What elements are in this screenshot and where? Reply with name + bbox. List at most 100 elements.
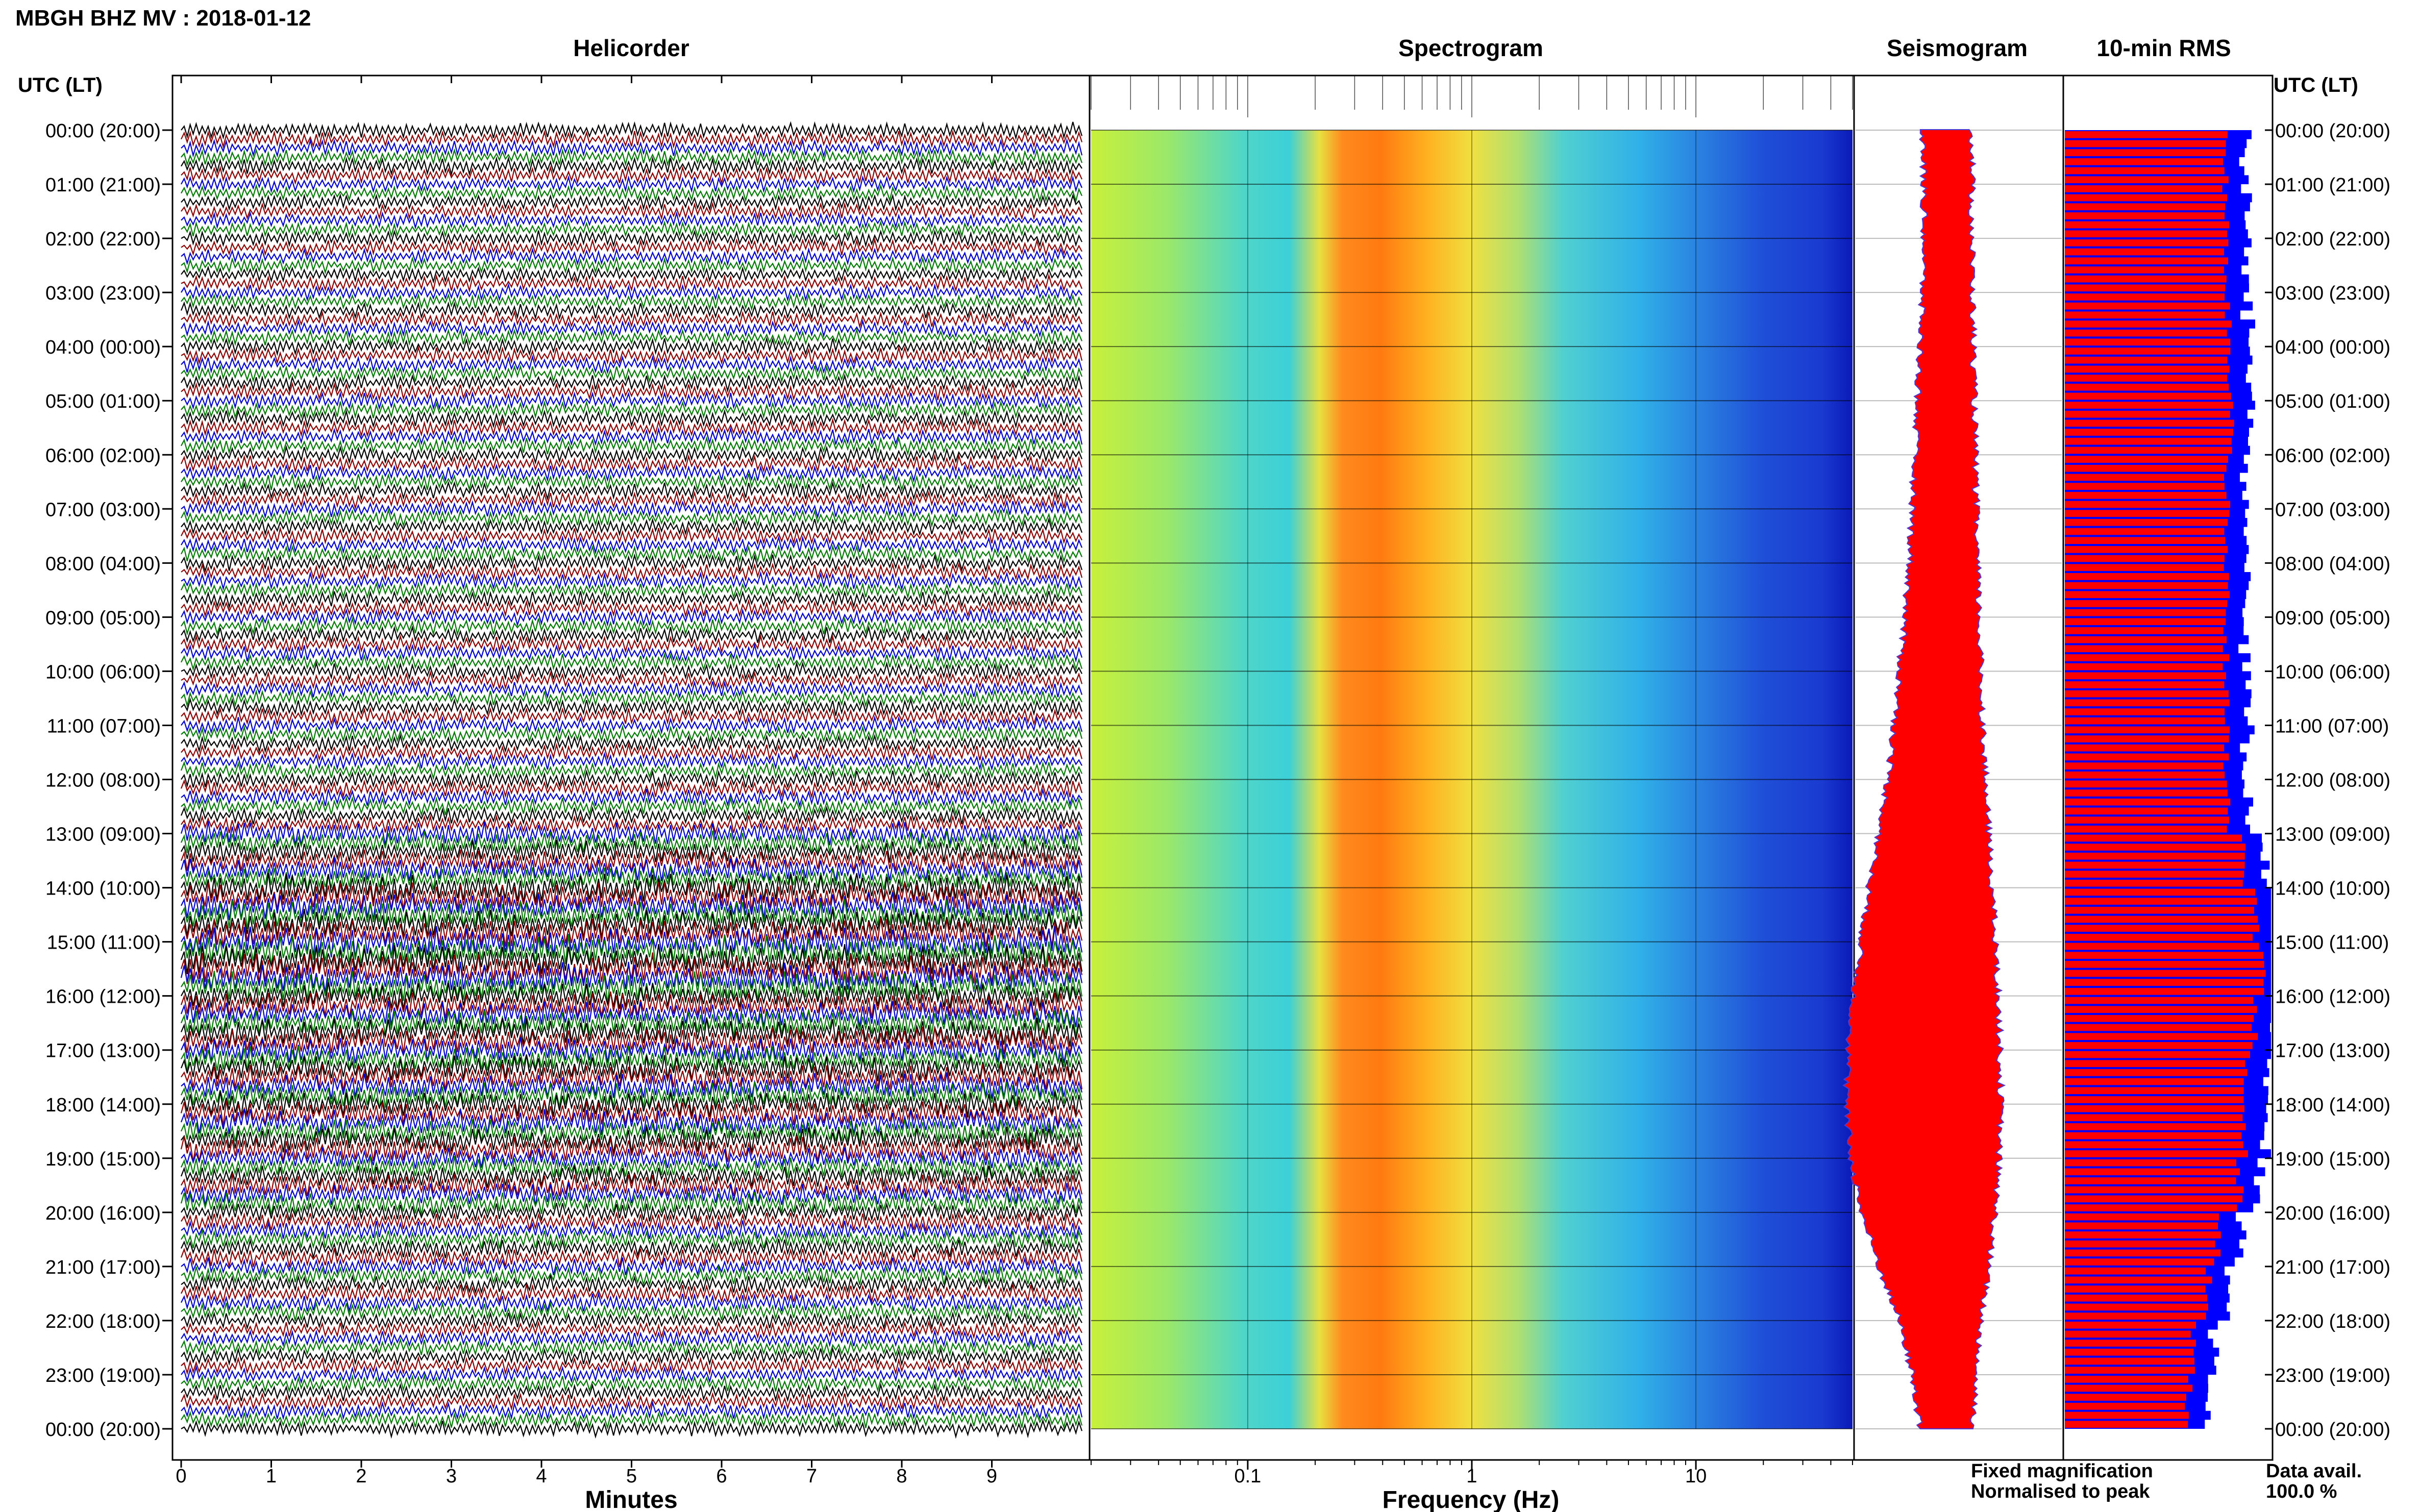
rms-bar: [2065, 348, 2231, 355]
helicorder-trace: [180, 857, 1083, 882]
seismogram-title: Seismogram: [1887, 35, 2028, 61]
helicorder-trace: [180, 1000, 1083, 1028]
helicorder-trace: [181, 733, 1083, 754]
helicorder-trace: [181, 839, 1083, 863]
minute-tick-label: 6: [716, 1466, 727, 1487]
helicorder-trace: [180, 805, 1083, 826]
helicorder-trace: [181, 1347, 1083, 1367]
frequency-tick-label: 0.1: [1234, 1466, 1261, 1487]
helicorder-trace: [181, 926, 1083, 959]
rms-bar: [2065, 997, 2254, 1004]
rms-bar: [2065, 844, 2246, 851]
helicorder-trace: [181, 769, 1083, 789]
helicorder-title: Helicorder: [573, 35, 689, 61]
helicorder-trace: [181, 742, 1083, 762]
frequency-tick-label: 1: [1466, 1466, 1477, 1487]
helicorder-trace: [181, 481, 1083, 501]
rms-bar: [2065, 537, 2226, 544]
time-label-left: 22:00 (18:00): [45, 1311, 161, 1332]
rms-bar: [2065, 185, 2223, 192]
helicorder-panel: 0 1 2 3 4 5 6 7 8 9: [171, 75, 1091, 1487]
helicorder-trace: [181, 382, 1083, 402]
rms-bar: [2065, 275, 2227, 283]
rms-bar: [2065, 1132, 2242, 1139]
rms-bar: [2065, 925, 2260, 932]
time-label-right: 07:00 (03:00): [2275, 499, 2390, 520]
rms-bar: [2065, 879, 2243, 887]
rms-bar: [2065, 609, 2226, 616]
rms-bar: [2065, 383, 2229, 391]
rms-bar: [2065, 861, 2245, 869]
rms-bar: [2065, 483, 2225, 490]
rms-bar: [2065, 402, 2233, 409]
rms-bar: [2065, 915, 2258, 923]
rms-bar: [2065, 1195, 2243, 1203]
helicorder-trace: [181, 219, 1082, 239]
helicorder-trace: [181, 345, 1083, 366]
rms-bar: [2065, 1303, 2208, 1311]
helicorder-trace: [180, 952, 1083, 984]
time-label-left: 18:00 (14:00): [45, 1095, 161, 1116]
helicorder-trace: [181, 1292, 1083, 1313]
helicorder-trace: [181, 490, 1082, 511]
helicorder-trace: [181, 436, 1083, 456]
helicorder-trace: [181, 273, 1083, 293]
rms-bar: [2065, 807, 2228, 815]
helicorder-trace: [181, 814, 1083, 835]
rms-bar: [2065, 744, 2225, 752]
helicorder-minute-ticks: 0 1 2 3 4 5 6 7 8 9: [176, 76, 997, 1487]
time-label-right: 19:00 (15:00): [2275, 1149, 2390, 1170]
helicorder-trace: [181, 1256, 1083, 1277]
time-label-left: 12:00 (08:00): [45, 770, 161, 791]
rms-bar: [2065, 1231, 2221, 1238]
helicorder-trace: [181, 1392, 1083, 1412]
rms-bar: [2065, 1240, 2215, 1248]
helicorder-trace: [181, 211, 1082, 230]
rms-bar: [2065, 230, 2227, 238]
rms-bar: [2065, 176, 2229, 184]
helicorder-trace: [181, 1301, 1083, 1322]
time-label-left: 19:00 (15:00): [45, 1149, 161, 1170]
time-label-left: 08:00 (04:00): [45, 553, 161, 575]
rms-bar: [2065, 1402, 2185, 1410]
rms-bar: [2065, 564, 2224, 572]
time-label-left: 09:00 (05:00): [45, 607, 161, 629]
rms-bar: [2065, 979, 2264, 986]
helicorder-trace: [180, 1108, 1083, 1136]
helicorder-trace: [181, 873, 1083, 903]
rms-bar: [2065, 1177, 2236, 1184]
rms-bar: [2065, 1186, 2244, 1194]
helicorder-trace: [181, 390, 1083, 411]
time-label-left: 13:00 (09:00): [45, 824, 161, 846]
rms-bar: [2065, 248, 2224, 256]
helicorder-trace: [181, 1119, 1083, 1145]
rms-bar: [2065, 798, 2231, 806]
minute-tick-label: 8: [896, 1466, 907, 1487]
time-label-right: 05:00 (01:00): [2275, 391, 2390, 412]
helicorder-trace: [181, 1081, 1083, 1109]
helicorder-trace: [181, 417, 1083, 438]
rms-bar: [2065, 1123, 2246, 1130]
rms-bar: [2065, 546, 2228, 553]
helicorder-trace: [181, 1365, 1082, 1384]
rms-bar: [2065, 987, 2264, 995]
minute-tick-label: 1: [266, 1466, 277, 1487]
helicorder-trace: [180, 961, 1083, 993]
rms-bar: [2065, 149, 2226, 157]
helicorder-trace: [181, 1220, 1083, 1241]
helicorder-trace: [181, 725, 1083, 745]
helicorder-trace: [181, 355, 1083, 375]
helicorder-trace: [181, 688, 1082, 709]
helicorder-traces: [180, 121, 1083, 1439]
rms-bar: [2065, 212, 2225, 219]
rms-bar: [2065, 266, 2224, 274]
rms-bar: [2065, 1421, 2188, 1428]
rms-bar: [2065, 1060, 2245, 1068]
helicorder-trace: [181, 292, 1083, 311]
rms-bar: [2065, 555, 2225, 562]
helicorder-trace: [181, 183, 1083, 203]
rms-bar: [2065, 311, 2225, 319]
helicorder-trace: [181, 652, 1083, 672]
time-label-left: 16:00 (12:00): [45, 986, 161, 1008]
helicorder-trace: [181, 1329, 1083, 1349]
